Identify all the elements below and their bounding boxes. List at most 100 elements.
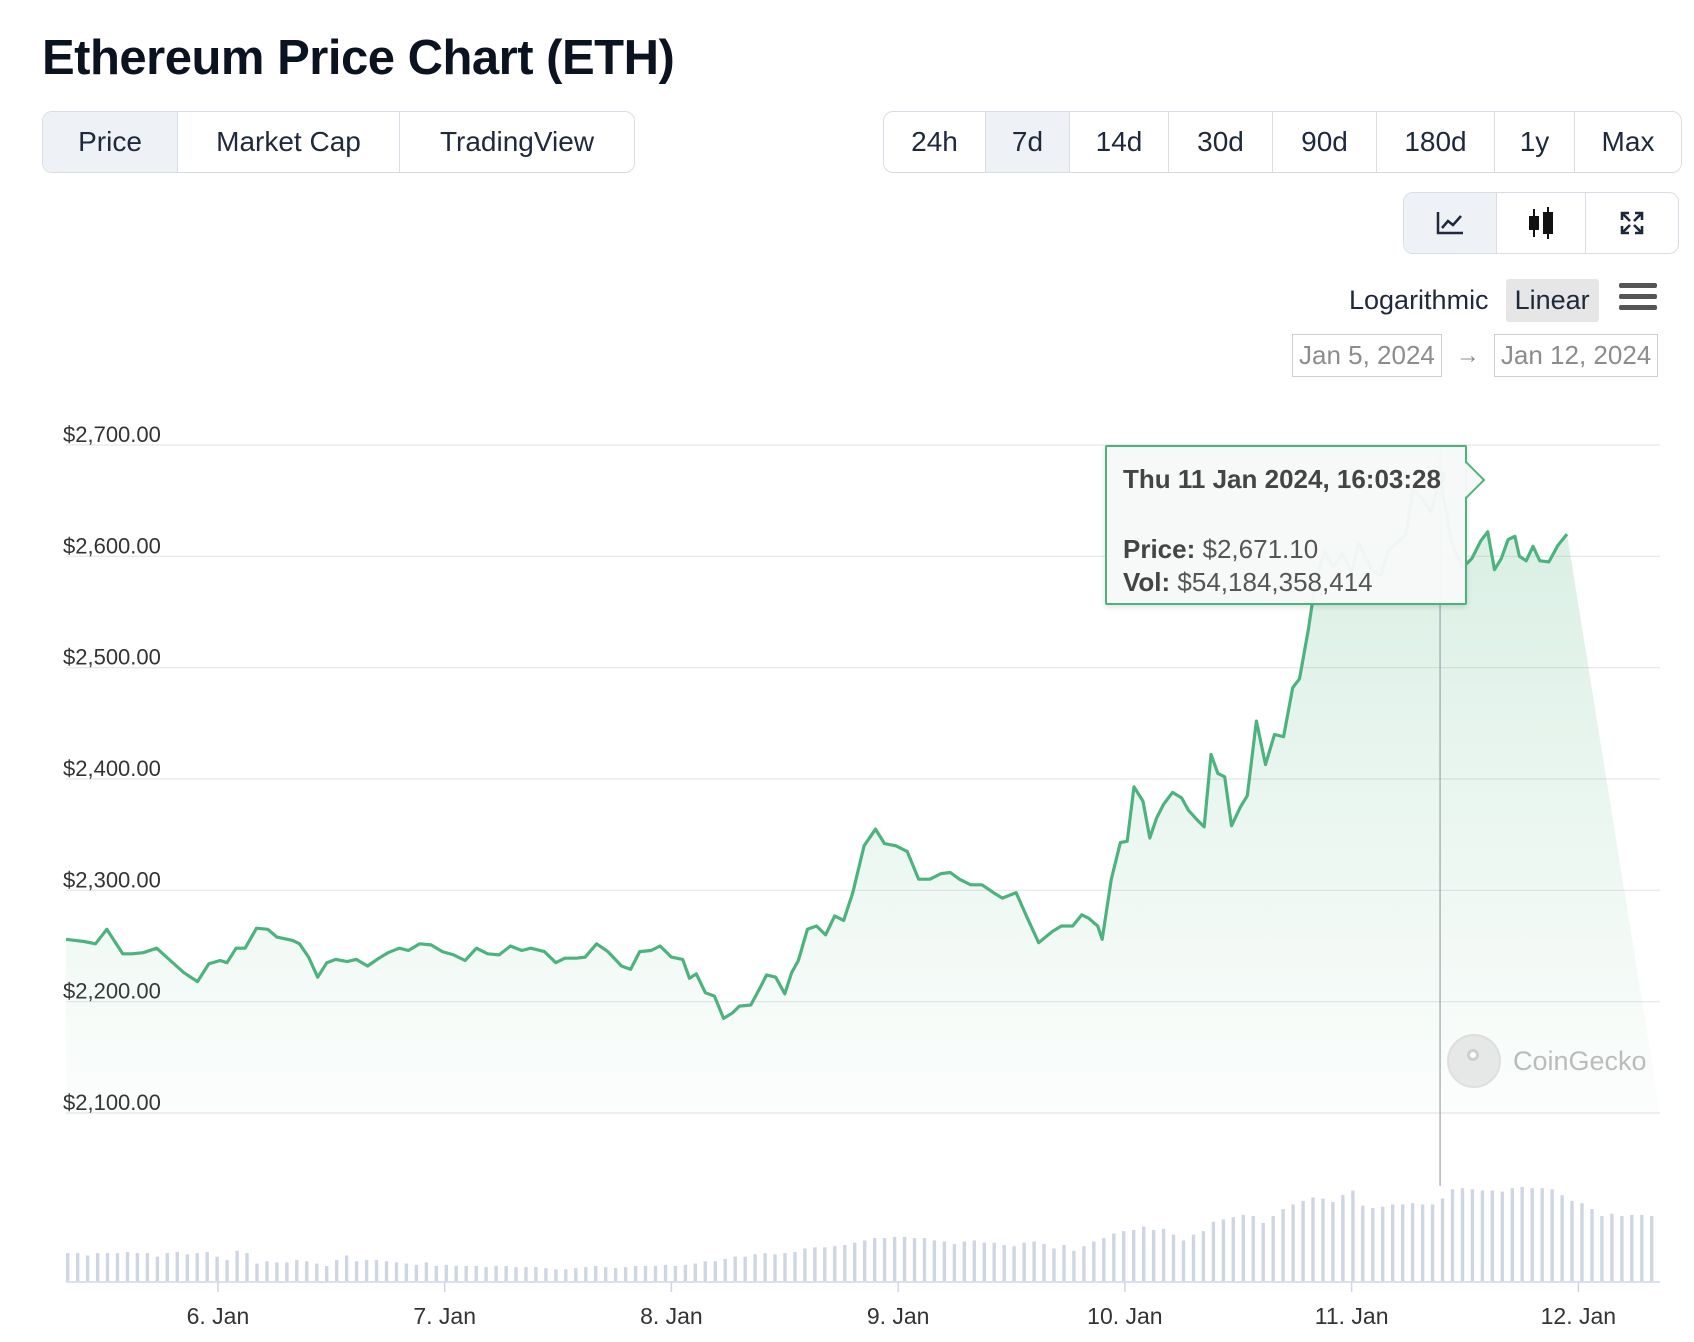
time-range-selector: 24h 7d 14d 30d 90d 180d 1y Max bbox=[883, 111, 1682, 173]
volume-bar bbox=[992, 1242, 996, 1281]
volume-bar bbox=[952, 1243, 957, 1281]
volume-bar bbox=[344, 1255, 349, 1281]
volume-bar bbox=[1550, 1189, 1554, 1281]
date-range: Jan 5, 2024 → Jan 12, 2024 bbox=[1292, 334, 1659, 377]
volume-bar bbox=[703, 1261, 707, 1281]
range-max-button[interactable]: Max bbox=[1601, 126, 1655, 157]
volume-bar bbox=[1142, 1226, 1146, 1281]
volume-bar bbox=[514, 1267, 518, 1281]
hamburger-menu-icon[interactable] bbox=[1619, 283, 1657, 315]
y-tick-label: $2,700.00 bbox=[63, 422, 161, 447]
volume-bar bbox=[663, 1264, 668, 1281]
volume-bar bbox=[1391, 1204, 1395, 1281]
volume-bar bbox=[1560, 1195, 1564, 1281]
line-chart-button[interactable] bbox=[1404, 193, 1497, 253]
volume-bar bbox=[285, 1262, 289, 1281]
y-tick-label: $2,600.00 bbox=[63, 533, 161, 558]
volume-bar bbox=[434, 1265, 438, 1281]
fullscreen-icon bbox=[1620, 211, 1644, 235]
volume-bar bbox=[95, 1253, 100, 1281]
candlestick-chart-button[interactable] bbox=[1497, 193, 1586, 253]
tab-price[interactable]: Price bbox=[43, 112, 178, 172]
price-area bbox=[66, 477, 1660, 1113]
volume-bar bbox=[1450, 1189, 1455, 1281]
volume-bar bbox=[1161, 1228, 1166, 1281]
volume-bar bbox=[1351, 1190, 1355, 1281]
volume-bar bbox=[892, 1236, 897, 1281]
range-30d-button[interactable]: 30d bbox=[1169, 112, 1273, 172]
fullscreen-button[interactable] bbox=[1586, 193, 1678, 253]
range-1y-button[interactable]: 1y bbox=[1495, 112, 1575, 172]
volume-bar bbox=[1460, 1188, 1465, 1281]
range-24h-button[interactable]: 24h bbox=[884, 112, 986, 172]
chart-tooltip: Thu 11 Jan 2024, 16:03:28 Price: $2,671.… bbox=[1105, 445, 1467, 605]
volume-bar bbox=[1530, 1188, 1534, 1281]
volume-bar bbox=[1032, 1241, 1036, 1281]
volume-bar bbox=[1281, 1209, 1285, 1281]
volume-bar bbox=[932, 1240, 937, 1281]
volume-bar bbox=[1341, 1195, 1345, 1281]
volume-bar bbox=[145, 1253, 150, 1281]
date-to-input[interactable]: Jan 12, 2024 bbox=[1493, 334, 1659, 377]
volume-bar bbox=[155, 1256, 160, 1281]
linear-option[interactable]: Linear bbox=[1505, 279, 1599, 322]
volume-bar bbox=[1420, 1204, 1425, 1281]
x-tick-label: 8. Jan bbox=[640, 1303, 703, 1329]
volume-bar bbox=[1520, 1187, 1524, 1281]
volume-bar bbox=[1231, 1217, 1235, 1281]
volume-bar bbox=[912, 1238, 917, 1281]
volume-bar bbox=[1012, 1246, 1016, 1281]
volume-bar bbox=[414, 1264, 419, 1281]
volume-bar bbox=[713, 1261, 717, 1281]
x-tick-label: 9. Jan bbox=[867, 1303, 930, 1329]
volume-bar bbox=[783, 1253, 787, 1281]
volume-bar bbox=[1500, 1191, 1504, 1281]
logarithmic-option[interactable]: Logarithmic bbox=[1349, 285, 1489, 315]
volume-bar bbox=[1092, 1241, 1096, 1281]
volume-bar bbox=[135, 1253, 140, 1281]
volume-bar bbox=[544, 1268, 548, 1281]
volume-bar bbox=[1361, 1205, 1365, 1281]
range-7d-button[interactable]: 7d bbox=[986, 112, 1070, 172]
tooltip-date: Thu 11 Jan 2024, 16:03:28 bbox=[1123, 464, 1441, 494]
volume-bar bbox=[384, 1261, 389, 1281]
volume-bar bbox=[125, 1252, 130, 1281]
y-tick-label: $2,400.00 bbox=[63, 756, 161, 781]
volume-bar bbox=[1201, 1231, 1206, 1281]
volume-bar bbox=[1490, 1190, 1494, 1281]
volume-bar bbox=[354, 1261, 359, 1281]
volume-bar bbox=[873, 1238, 877, 1281]
tab-tradingview[interactable]: TradingView bbox=[439, 126, 595, 157]
price-chart[interactable]: $2,100.00$2,200.00$2,300.00$2,400.00$2,5… bbox=[0, 380, 1694, 1342]
date-from-input[interactable]: Jan 5, 2024 bbox=[1292, 334, 1442, 377]
x-tick-label: 6. Jan bbox=[187, 1303, 250, 1329]
range-90d-button[interactable]: 90d bbox=[1273, 112, 1377, 172]
volume-bar bbox=[753, 1254, 757, 1281]
volume-bar bbox=[1470, 1189, 1475, 1281]
volume-bar bbox=[374, 1260, 379, 1281]
volume-bar bbox=[922, 1238, 927, 1281]
volume-bar bbox=[813, 1247, 817, 1281]
tab-market-cap[interactable]: Market Cap bbox=[178, 112, 400, 172]
volume-bar bbox=[643, 1265, 648, 1281]
volume-bar bbox=[1610, 1213, 1614, 1281]
volume-bar bbox=[594, 1265, 598, 1281]
volume-bar bbox=[195, 1253, 199, 1281]
line-chart-icon bbox=[1436, 212, 1463, 235]
volume-bar bbox=[66, 1253, 70, 1281]
volume-bar bbox=[454, 1265, 458, 1281]
volume-bar bbox=[265, 1261, 269, 1281]
volume-bar bbox=[484, 1267, 488, 1281]
volume-bar bbox=[1590, 1209, 1594, 1281]
volume-bar bbox=[1211, 1221, 1216, 1281]
volume-bar bbox=[315, 1263, 319, 1281]
range-14d-button[interactable]: 14d bbox=[1070, 112, 1169, 172]
volume-bar bbox=[1301, 1200, 1305, 1281]
volume-bar bbox=[604, 1267, 608, 1281]
volume-bar bbox=[833, 1246, 837, 1281]
watermark-text: CoinGecko bbox=[1513, 1045, 1647, 1076]
range-180d-button[interactable]: 180d bbox=[1377, 112, 1495, 172]
candlestick-icon bbox=[1529, 207, 1553, 239]
volume-bar bbox=[404, 1263, 409, 1281]
volume-bar bbox=[464, 1265, 468, 1281]
